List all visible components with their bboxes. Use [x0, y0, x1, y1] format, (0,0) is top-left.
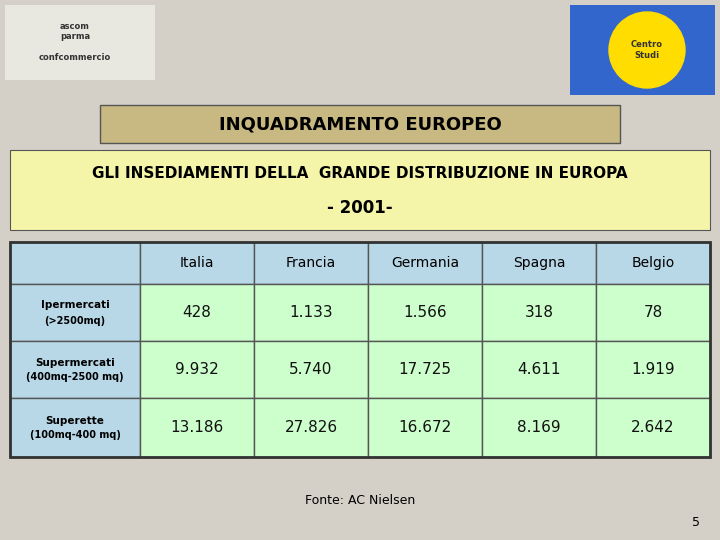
Text: Francia: Francia [286, 256, 336, 270]
Text: Supermercati: Supermercati [35, 357, 115, 368]
Bar [254, 284, 368, 341]
Text: 1.133: 1.133 [289, 305, 333, 320]
Bar [5, 5, 155, 80]
Bar [140, 242, 254, 284]
Bar [10, 284, 140, 341]
Text: 8.169: 8.169 [517, 420, 561, 435]
Text: 5: 5 [692, 516, 700, 529]
Bar [368, 341, 482, 398]
Bar [368, 398, 482, 457]
Bar [10, 242, 710, 457]
Text: 27.826: 27.826 [284, 420, 338, 435]
Bar [254, 341, 368, 398]
Text: Germania: Germania [391, 256, 459, 270]
Text: Italia: Italia [180, 256, 215, 270]
Text: Belgio: Belgio [631, 256, 675, 270]
Text: 1.919: 1.919 [631, 362, 675, 377]
Text: 5.740: 5.740 [289, 362, 333, 377]
Text: 16.672: 16.672 [398, 420, 451, 435]
Text: Fonte: AC Nielsen: Fonte: AC Nielsen [305, 494, 415, 507]
Text: 17.725: 17.725 [398, 362, 451, 377]
Bar [10, 150, 710, 230]
Bar [482, 398, 596, 457]
Bar [368, 284, 482, 341]
Text: ascom
parma

confcommercio: ascom parma confcommercio [39, 22, 111, 62]
Text: 78: 78 [644, 305, 662, 320]
Text: Ipermercati: Ipermercati [40, 300, 109, 310]
Bar [140, 284, 254, 341]
Text: - 2001-: - 2001- [327, 199, 393, 217]
Text: Superette: Superette [45, 415, 104, 426]
Text: Centro
Studi: Centro Studi [631, 40, 663, 60]
Bar [570, 5, 715, 95]
Text: GLI INSEDIAMENTI DELLA  GRANDE DISTRIBUZIONE IN EUROPA: GLI INSEDIAMENTI DELLA GRANDE DISTRIBUZI… [92, 166, 628, 181]
Bar [140, 398, 254, 457]
Bar [596, 242, 710, 284]
Bar [10, 341, 140, 398]
Bar [10, 398, 140, 457]
Text: 318: 318 [524, 305, 554, 320]
Bar [482, 242, 596, 284]
Bar [596, 341, 710, 398]
Bar [254, 242, 368, 284]
Bar [596, 284, 710, 341]
Bar [10, 242, 140, 284]
Text: (100mq-400 mq): (100mq-400 mq) [30, 430, 120, 441]
Bar [368, 242, 482, 284]
Text: 428: 428 [183, 305, 212, 320]
Text: 1.566: 1.566 [403, 305, 447, 320]
Bar [596, 398, 710, 457]
Circle shape [609, 12, 685, 88]
Bar [254, 398, 368, 457]
Text: Spagna: Spagna [513, 256, 565, 270]
Text: 13.186: 13.186 [171, 420, 224, 435]
Text: INQUADRAMENTO EUROPEO: INQUADRAMENTO EUROPEO [219, 115, 501, 133]
Bar [482, 284, 596, 341]
Bar [100, 105, 620, 143]
Text: (400mq-2500 mq): (400mq-2500 mq) [26, 373, 124, 382]
Text: 4.611: 4.611 [517, 362, 561, 377]
Bar [140, 341, 254, 398]
Text: (>2500mq): (>2500mq) [45, 315, 106, 326]
Text: 2.642: 2.642 [631, 420, 675, 435]
Text: 9.932: 9.932 [175, 362, 219, 377]
Bar [482, 341, 596, 398]
